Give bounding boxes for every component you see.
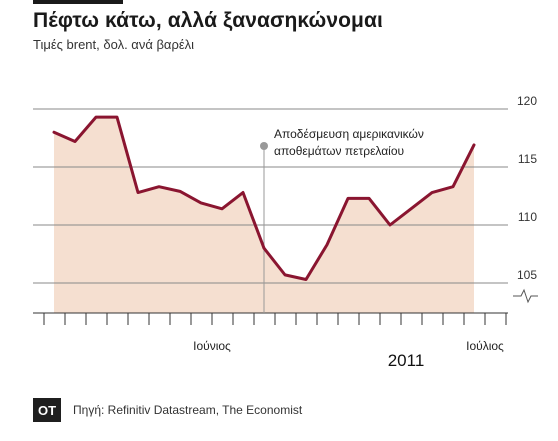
chart-subtitle: Τιμές brent, δολ. ανά βαρέλι: [33, 37, 195, 52]
chart-title: Πέφτω κάτω, αλλά ξανασηκώνομαι: [33, 9, 383, 32]
publisher-logo: ΟΤ: [33, 398, 61, 422]
annotation-marker: [260, 142, 268, 150]
annotation-text: αποθεμάτων πετρελαίου: [274, 144, 404, 158]
y-tick-label: 110: [518, 210, 537, 224]
y-tick-label: 105: [517, 268, 537, 282]
y-tick-label: 120: [517, 94, 537, 108]
source-note: Πηγή: Refinitiv Datastream, The Economis…: [73, 403, 303, 417]
annotation-text: Αποδέσμευση αμερικανικών: [274, 127, 424, 141]
area-fill: [54, 117, 474, 314]
axis-break-icon: [513, 288, 538, 304]
top-rule: [33, 0, 123, 4]
y-tick-label: 115: [518, 152, 537, 166]
x-year-label: 2011: [388, 351, 425, 370]
x-month-label: Ιούνιος: [193, 339, 231, 353]
x-month-label: Ιούλιος: [466, 339, 504, 353]
